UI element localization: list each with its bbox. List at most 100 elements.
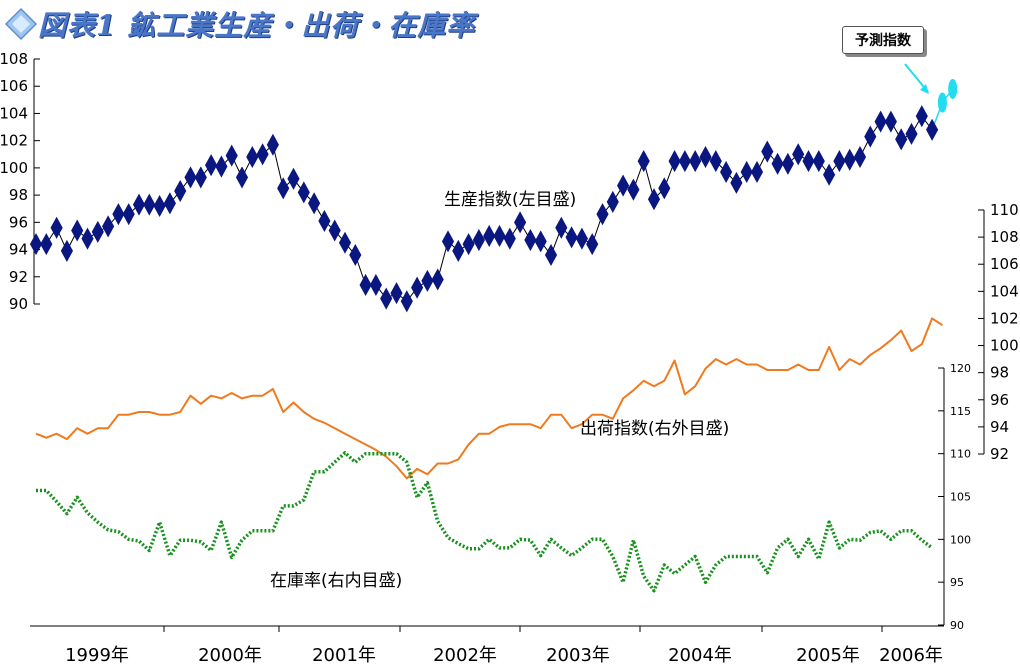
production-point: [81, 227, 94, 250]
production-point: [400, 290, 413, 313]
production-point: [720, 160, 733, 184]
title-diamond-icon: [4, 7, 38, 41]
production-point: [71, 219, 84, 242]
right-inner-axis-tick-label: 110: [950, 448, 971, 461]
production-point: [771, 152, 784, 175]
forecast-point: [948, 78, 958, 99]
production-point: [668, 150, 681, 173]
production-point: [544, 243, 558, 267]
right-inner-axis-tick-label: 95: [950, 576, 964, 589]
production-point: [287, 167, 300, 190]
x-axis-tick-label: 2002年: [433, 645, 497, 664]
production-point: [29, 233, 43, 256]
production-point: [277, 177, 290, 200]
production-point: [524, 228, 537, 252]
production-point: [575, 227, 588, 250]
forecast-callout-label: 予測指数: [842, 26, 924, 54]
series-line-2: [35, 317, 943, 480]
chart-title: 図表1 鉱工業生産・出荷・在庫率: [4, 4, 475, 44]
production-point: [761, 140, 774, 163]
production-point: [246, 145, 259, 169]
production-point: [50, 216, 63, 239]
production-point: [802, 150, 815, 173]
inventory-series-label: 在庫率(右内目盛): [270, 571, 403, 591]
production-point: [225, 144, 238, 167]
production-point: [102, 215, 115, 238]
production-point: [565, 226, 578, 249]
x-axis-tick-label: 2006年: [879, 645, 943, 664]
production-point: [390, 282, 403, 305]
production-point: [678, 150, 691, 173]
x-axis-tick-label: 2003年: [546, 645, 610, 664]
left-axis-tick-label: 100: [0, 159, 28, 177]
series-line-3: [36, 451, 934, 593]
production-point: [905, 122, 918, 145]
production-point: [853, 145, 867, 169]
left-axis-tick-label: 90: [9, 295, 28, 313]
forecast-point: [937, 92, 947, 113]
production-point: [781, 152, 794, 175]
chart-markers: [29, 78, 958, 313]
production-point: [514, 211, 527, 234]
production-point: [699, 145, 712, 169]
right-outer-axis-tick-label: 100: [990, 337, 1019, 355]
right-inner-axis-tick-label: 100: [950, 533, 971, 546]
production-point: [174, 179, 187, 203]
right-outer-axis-tick-label: 110: [990, 201, 1019, 219]
right-outer-axis-tick-label: 108: [990, 228, 1019, 246]
production-point: [926, 118, 939, 141]
production-point: [843, 148, 856, 171]
chart-axes: 90 92 94 96 98 100 102 104 106 108 92 94 96 98 100 102 1…: [0, 50, 1019, 664]
production-point: [483, 224, 496, 247]
chart-title-text: 図表1 鉱工業生産・出荷・在庫率: [38, 9, 476, 42]
production-point: [617, 174, 630, 197]
production-point: [627, 178, 640, 201]
production-point: [297, 181, 310, 204]
right-outer-axis-tick-label: 106: [990, 255, 1019, 273]
production-point: [534, 230, 547, 253]
production-point: [308, 192, 321, 215]
production-point: [833, 150, 846, 173]
production-point: [112, 203, 125, 226]
production-point: [91, 220, 104, 243]
production-point: [421, 269, 434, 292]
right-inner-axis-tick-label: 90: [950, 619, 964, 632]
left-axis-tick-label: 94: [9, 241, 28, 259]
production-point: [132, 193, 146, 216]
x-axis-tick-label: 2001年: [312, 645, 376, 664]
production-point: [338, 231, 352, 254]
right-outer-axis-tick-label: 102: [990, 309, 1019, 327]
production-point: [359, 273, 372, 296]
production-point: [472, 228, 485, 252]
production-point: [596, 203, 609, 226]
production-point: [266, 133, 279, 156]
production-point: [503, 227, 516, 250]
right-inner-axis-tick-label: 105: [950, 491, 971, 504]
x-axis-tick-label: 2005年: [796, 645, 860, 664]
production-point: [915, 105, 928, 128]
left-axis-tick-label: 106: [0, 77, 28, 95]
left-axis-tick-label: 102: [0, 132, 28, 150]
right-inner-axis-tick-label: 115: [950, 405, 971, 418]
x-axis-tick-label: 2000年: [198, 645, 262, 664]
production-point: [143, 193, 156, 216]
production-point: [658, 177, 671, 200]
production-point: [40, 233, 53, 256]
production-point: [380, 287, 393, 310]
production-point: [318, 209, 331, 233]
production-point: [184, 166, 197, 189]
left-axis-tick-label: 108: [0, 50, 28, 68]
production-point: [637, 150, 650, 173]
shipments-series-label: 出荷指数(右外目盛): [580, 419, 730, 439]
left-axis-tick-label: 104: [0, 104, 28, 122]
production-point: [895, 128, 908, 151]
production-point: [452, 239, 465, 262]
right-outer-axis-tick-label: 96: [990, 391, 1009, 409]
left-axis-tick-label: 96: [9, 213, 28, 231]
production-point: [884, 110, 897, 133]
right-outer-axis-tick-label: 98: [990, 364, 1009, 382]
production-point: [205, 154, 218, 177]
production-point: [493, 224, 506, 247]
production-point: [194, 166, 207, 189]
production-point: [349, 243, 362, 267]
